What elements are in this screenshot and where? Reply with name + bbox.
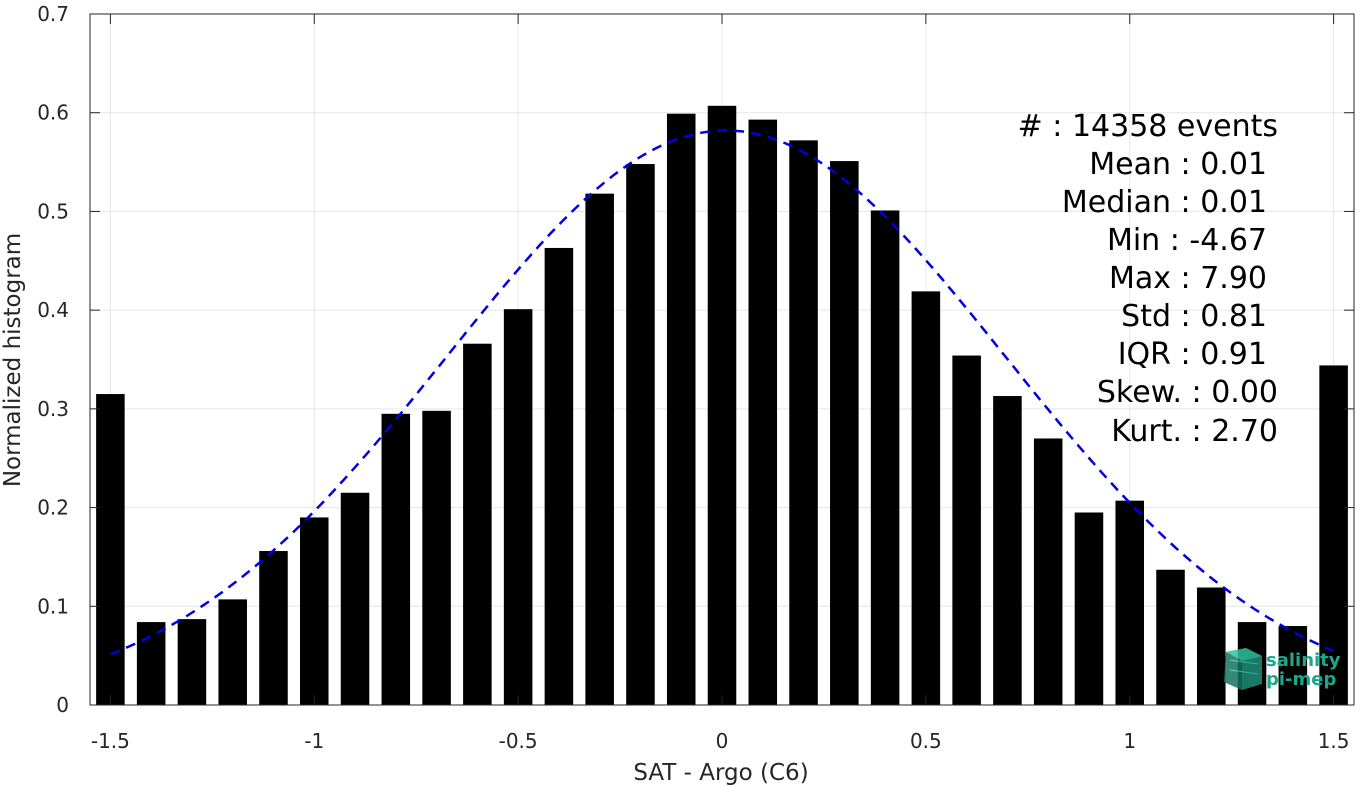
y-tick-label: 0.1: [37, 594, 69, 618]
histogram-bar: [422, 410, 451, 705]
histogram-bar: [1156, 569, 1185, 705]
y-tick-label: 0.4: [37, 298, 69, 322]
stats-annotation: # : 14358 events Mean : 0.01 Median : 0.…: [1018, 109, 1278, 449]
histogram-bar: [748, 119, 778, 706]
histogram-bar: [626, 164, 655, 705]
y-tick-label: 0: [56, 693, 69, 717]
histogram-bar: [952, 355, 981, 705]
histogram-bar: [1319, 365, 1348, 705]
y-tick-labels: 0 0.1 0.2 0.3 0.4 0.5 0.6 0.7: [37, 2, 69, 717]
histogram-bar: [136, 622, 166, 705]
histogram-bar: [666, 113, 696, 706]
stat-std: Std : 0.81: [1121, 299, 1267, 334]
histogram-bar: [381, 413, 411, 705]
y-tick-label: 0.6: [37, 101, 69, 125]
y-tick-label: 0.5: [37, 199, 69, 223]
gaussian-fit-curve: [109, 129, 1335, 656]
x-axis-label: SAT - Argo (C6): [633, 760, 808, 786]
histogram-bar: [1033, 438, 1063, 705]
stat-max: Max : 7.90: [1109, 261, 1267, 296]
histogram-bar: [1197, 587, 1226, 705]
x-tick-labels: -1.5 -1 -0.5 0 0.5 1 1.5: [91, 729, 1350, 753]
histogram-bar: [218, 599, 247, 705]
gaussian-fit: [109, 129, 1335, 656]
y-tick-label: 0.7: [37, 2, 69, 26]
logo-cube-icon: [1224, 648, 1262, 690]
stat-iqr: IQR : 0.91: [1118, 337, 1267, 372]
histogram-bar: [177, 619, 207, 705]
stat-min: Min : -4.67: [1107, 223, 1267, 258]
stat-skew: Skew. : 0.00: [1097, 375, 1278, 410]
histogram-bar: [911, 291, 941, 705]
logo-text-line1: salinity: [1266, 650, 1341, 671]
histogram-bar: [340, 492, 370, 705]
histogram-bar: [1074, 512, 1104, 705]
stat-median: Median : 0.01: [1062, 185, 1267, 220]
x-tick-label: 0.5: [910, 729, 942, 753]
histogram-bar: [259, 551, 288, 705]
y-tick-label: 0.2: [37, 496, 69, 520]
histogram-bar: [870, 210, 900, 706]
y-tick-label: 0.3: [37, 397, 69, 421]
salinity-pimep-logo: salinity pi-mep: [1224, 648, 1341, 690]
histogram-bar: [789, 140, 818, 706]
histogram-bar: [463, 343, 492, 705]
x-tick-label: 0: [716, 729, 729, 753]
histogram-bar: [503, 309, 533, 705]
stat-count: # : 14358 events: [1018, 109, 1278, 144]
x-tick-label: -0.5: [499, 729, 538, 753]
axis-ticks: [90, 13, 1354, 706]
stat-mean: Mean : 0.01: [1089, 147, 1267, 182]
histogram-bar: [299, 517, 329, 705]
x-tick-label: 1: [1123, 729, 1136, 753]
x-tick-label: -1: [304, 729, 324, 753]
histogram-bar: [544, 247, 574, 705]
x-tick-label: 1.5: [1318, 729, 1350, 753]
y-axis-label: Normalized histogram: [0, 233, 26, 487]
histogram-bars: [96, 105, 1348, 706]
histogram-bar: [830, 161, 859, 705]
histogram-bar: [96, 394, 125, 705]
histogram-bar: [707, 105, 737, 706]
histogram-bar: [585, 193, 614, 705]
histogram-bar: [1115, 500, 1145, 705]
logo-text-line2: pi-mep: [1266, 669, 1336, 690]
histogram-bar: [1278, 626, 1308, 705]
stat-kurt: Kurt. : 2.70: [1111, 414, 1278, 449]
histogram-bar: [993, 396, 1022, 705]
x-tick-label: -1.5: [91, 729, 130, 753]
